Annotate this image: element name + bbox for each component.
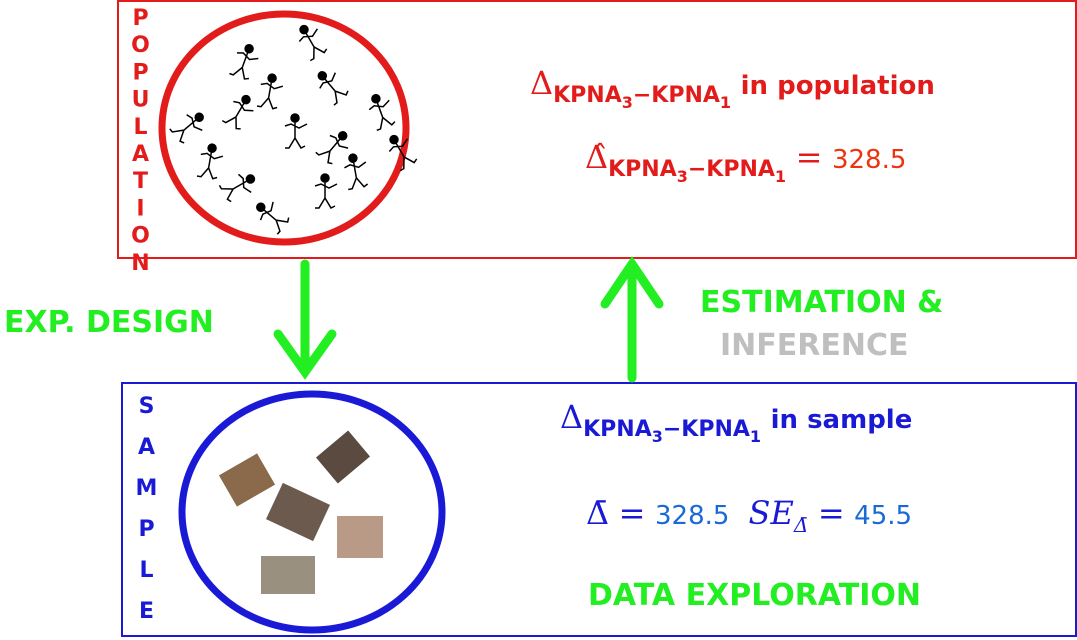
population-box xyxy=(117,0,1077,259)
design-arrow xyxy=(273,259,337,380)
photo xyxy=(218,453,276,507)
stick-figure xyxy=(221,94,254,130)
sub: 1 xyxy=(719,93,732,112)
sub: 3 xyxy=(676,167,688,186)
photo xyxy=(315,430,371,484)
photos xyxy=(218,430,383,594)
sub: KPNA xyxy=(583,417,652,442)
population-estimate: Δ̂KPNA3−KPNA1 = 328.5 xyxy=(585,138,906,186)
stick-figure xyxy=(344,153,369,191)
design-label: EXP. DESIGN xyxy=(4,305,214,340)
photo xyxy=(261,556,315,594)
sample-box xyxy=(121,382,1077,637)
equals: = xyxy=(618,494,646,532)
stick-figure xyxy=(315,131,349,165)
sub: KPNA xyxy=(608,157,677,182)
sample-label: SAMPLE xyxy=(134,394,159,640)
sample-ellipse xyxy=(178,390,446,634)
stick-figure xyxy=(229,43,259,80)
delta: Δ xyxy=(560,398,584,436)
stick-figure xyxy=(314,173,338,209)
stick-figure xyxy=(368,93,396,132)
sample-statistics: Δ̄ = 328.5 SEΔ̄ = 45.5 xyxy=(586,494,912,537)
photo xyxy=(337,516,383,558)
value: 45.5 xyxy=(854,501,913,531)
text: in population xyxy=(740,71,935,101)
equals: = xyxy=(795,138,823,176)
stick-figure xyxy=(169,112,204,144)
sub: 1 xyxy=(774,167,787,186)
stick-figure xyxy=(317,71,349,106)
sub: −KPNA xyxy=(687,157,775,182)
stick-figure xyxy=(284,113,308,149)
stick-figure xyxy=(256,201,290,235)
sub: 3 xyxy=(621,93,633,112)
sub: −KPNA xyxy=(632,83,720,108)
photo xyxy=(265,482,331,542)
sub: 3 xyxy=(651,427,663,446)
sub: 1 xyxy=(749,427,762,446)
stick-figure xyxy=(388,134,418,172)
text: in sample xyxy=(770,405,913,435)
sample-parameter: ΔKPNA3−KPNA1 in sample xyxy=(560,398,912,446)
stick-figures xyxy=(169,24,418,235)
stick-figure xyxy=(298,24,328,62)
stick-figure xyxy=(256,73,284,110)
population-label: POPULATION xyxy=(128,6,153,278)
estimation-arrow xyxy=(600,255,664,383)
arrows xyxy=(273,255,664,383)
stick-figure xyxy=(218,173,256,203)
delta-hat: Δ̂ xyxy=(585,138,609,176)
sub: −KPNA xyxy=(662,417,750,442)
sub: KPNA xyxy=(553,83,622,108)
stick-figure xyxy=(196,143,224,180)
population-parameter: ΔKPNA3−KPNA1 in population xyxy=(530,64,935,112)
se: SE xyxy=(748,494,794,532)
delta: Δ xyxy=(530,64,554,102)
inference-label: INFERENCE xyxy=(720,328,909,363)
estimation-label: ESTIMATION & xyxy=(700,285,944,320)
delta-bar: Δ̄ xyxy=(586,494,610,532)
exploration-label: DATA EXPLORATION xyxy=(588,578,921,613)
se-sub: Δ̄ xyxy=(793,513,809,537)
population-ellipse xyxy=(158,10,410,246)
value: 328.5 xyxy=(831,145,907,175)
equals: = xyxy=(817,494,845,532)
value: 328.5 xyxy=(655,501,730,531)
